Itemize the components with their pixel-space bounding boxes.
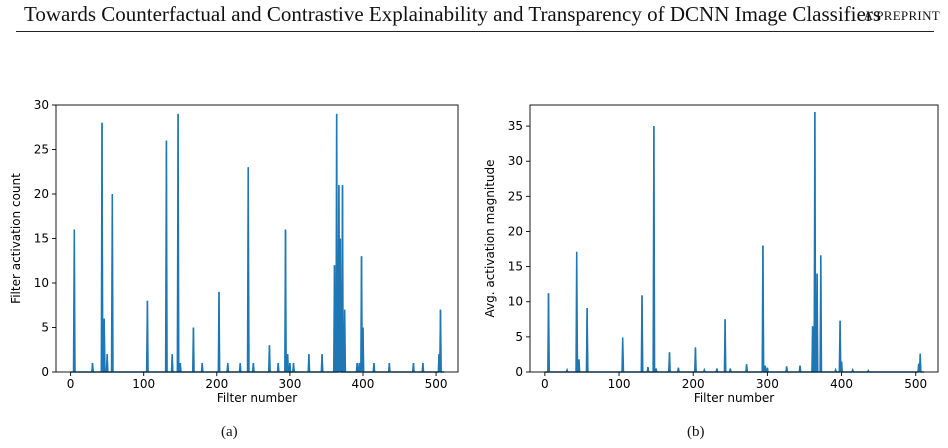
x-axis-label: Filter number [694, 391, 774, 405]
plot-frame [529, 104, 939, 373]
y-tick-label: 15 [508, 260, 523, 274]
plot-frame [55, 104, 459, 373]
y-tick-label: 10 [34, 276, 49, 290]
y-axis-label: Avg. activation magnitude [483, 159, 497, 317]
series-line [70, 113, 445, 373]
caption-a: (a) [221, 424, 238, 440]
x-axis-label: Filter number [217, 391, 297, 405]
y-tick-label: 10 [508, 295, 523, 309]
y-tick-label: 5 [41, 321, 49, 335]
x-tick-label: 500 [904, 377, 927, 391]
y-tick-label: 20 [508, 224, 523, 238]
chart-a-activation-count: 0 100 200 300 400 500 0 5 10 15 20 25 30 Filter numbe… [9, 98, 459, 405]
x-tick-label: 200 [682, 377, 705, 391]
caption-b: (b) [687, 424, 705, 440]
y-tick-label: 25 [508, 189, 523, 203]
y-tick-label: 0 [515, 365, 523, 379]
x-tick-label: 500 [425, 377, 448, 391]
series-line [544, 111, 924, 373]
x-tick-label: 400 [352, 377, 375, 391]
x-tick-label: 0 [67, 377, 75, 391]
y-tick-label: 20 [34, 187, 49, 201]
x-tick-label: 300 [756, 377, 779, 391]
y-tick-label: 0 [41, 365, 49, 379]
x-tick-label: 100 [608, 377, 631, 391]
x-tick-label: 400 [830, 377, 853, 391]
y-tick-label: 30 [508, 154, 523, 168]
page-header: Towards Counterfactual and Contrastive E… [0, 0, 948, 44]
y-tick-label: 25 [34, 143, 49, 157]
x-tick-label: 300 [278, 377, 301, 391]
y-tick-label: 30 [34, 98, 49, 112]
chart-b-activation-magnitude: 0 100 200 300 400 500 0 5 10 15 20 25 30 35 Filter num… [483, 104, 939, 405]
x-tick-label: 100 [132, 377, 155, 391]
running-title: Towards Counterfactual and Contrastive E… [24, 2, 882, 26]
y-axis-label: Filter activation count [9, 173, 23, 304]
preprint-tag: A PREPRINT [863, 8, 940, 23]
x-tick-label: 0 [541, 377, 549, 391]
y-tick-label: 5 [515, 330, 523, 344]
y-tick-label: 35 [508, 119, 523, 133]
x-tick-label: 200 [205, 377, 228, 391]
header-rule [16, 31, 934, 32]
y-tick-label: 15 [34, 232, 49, 246]
